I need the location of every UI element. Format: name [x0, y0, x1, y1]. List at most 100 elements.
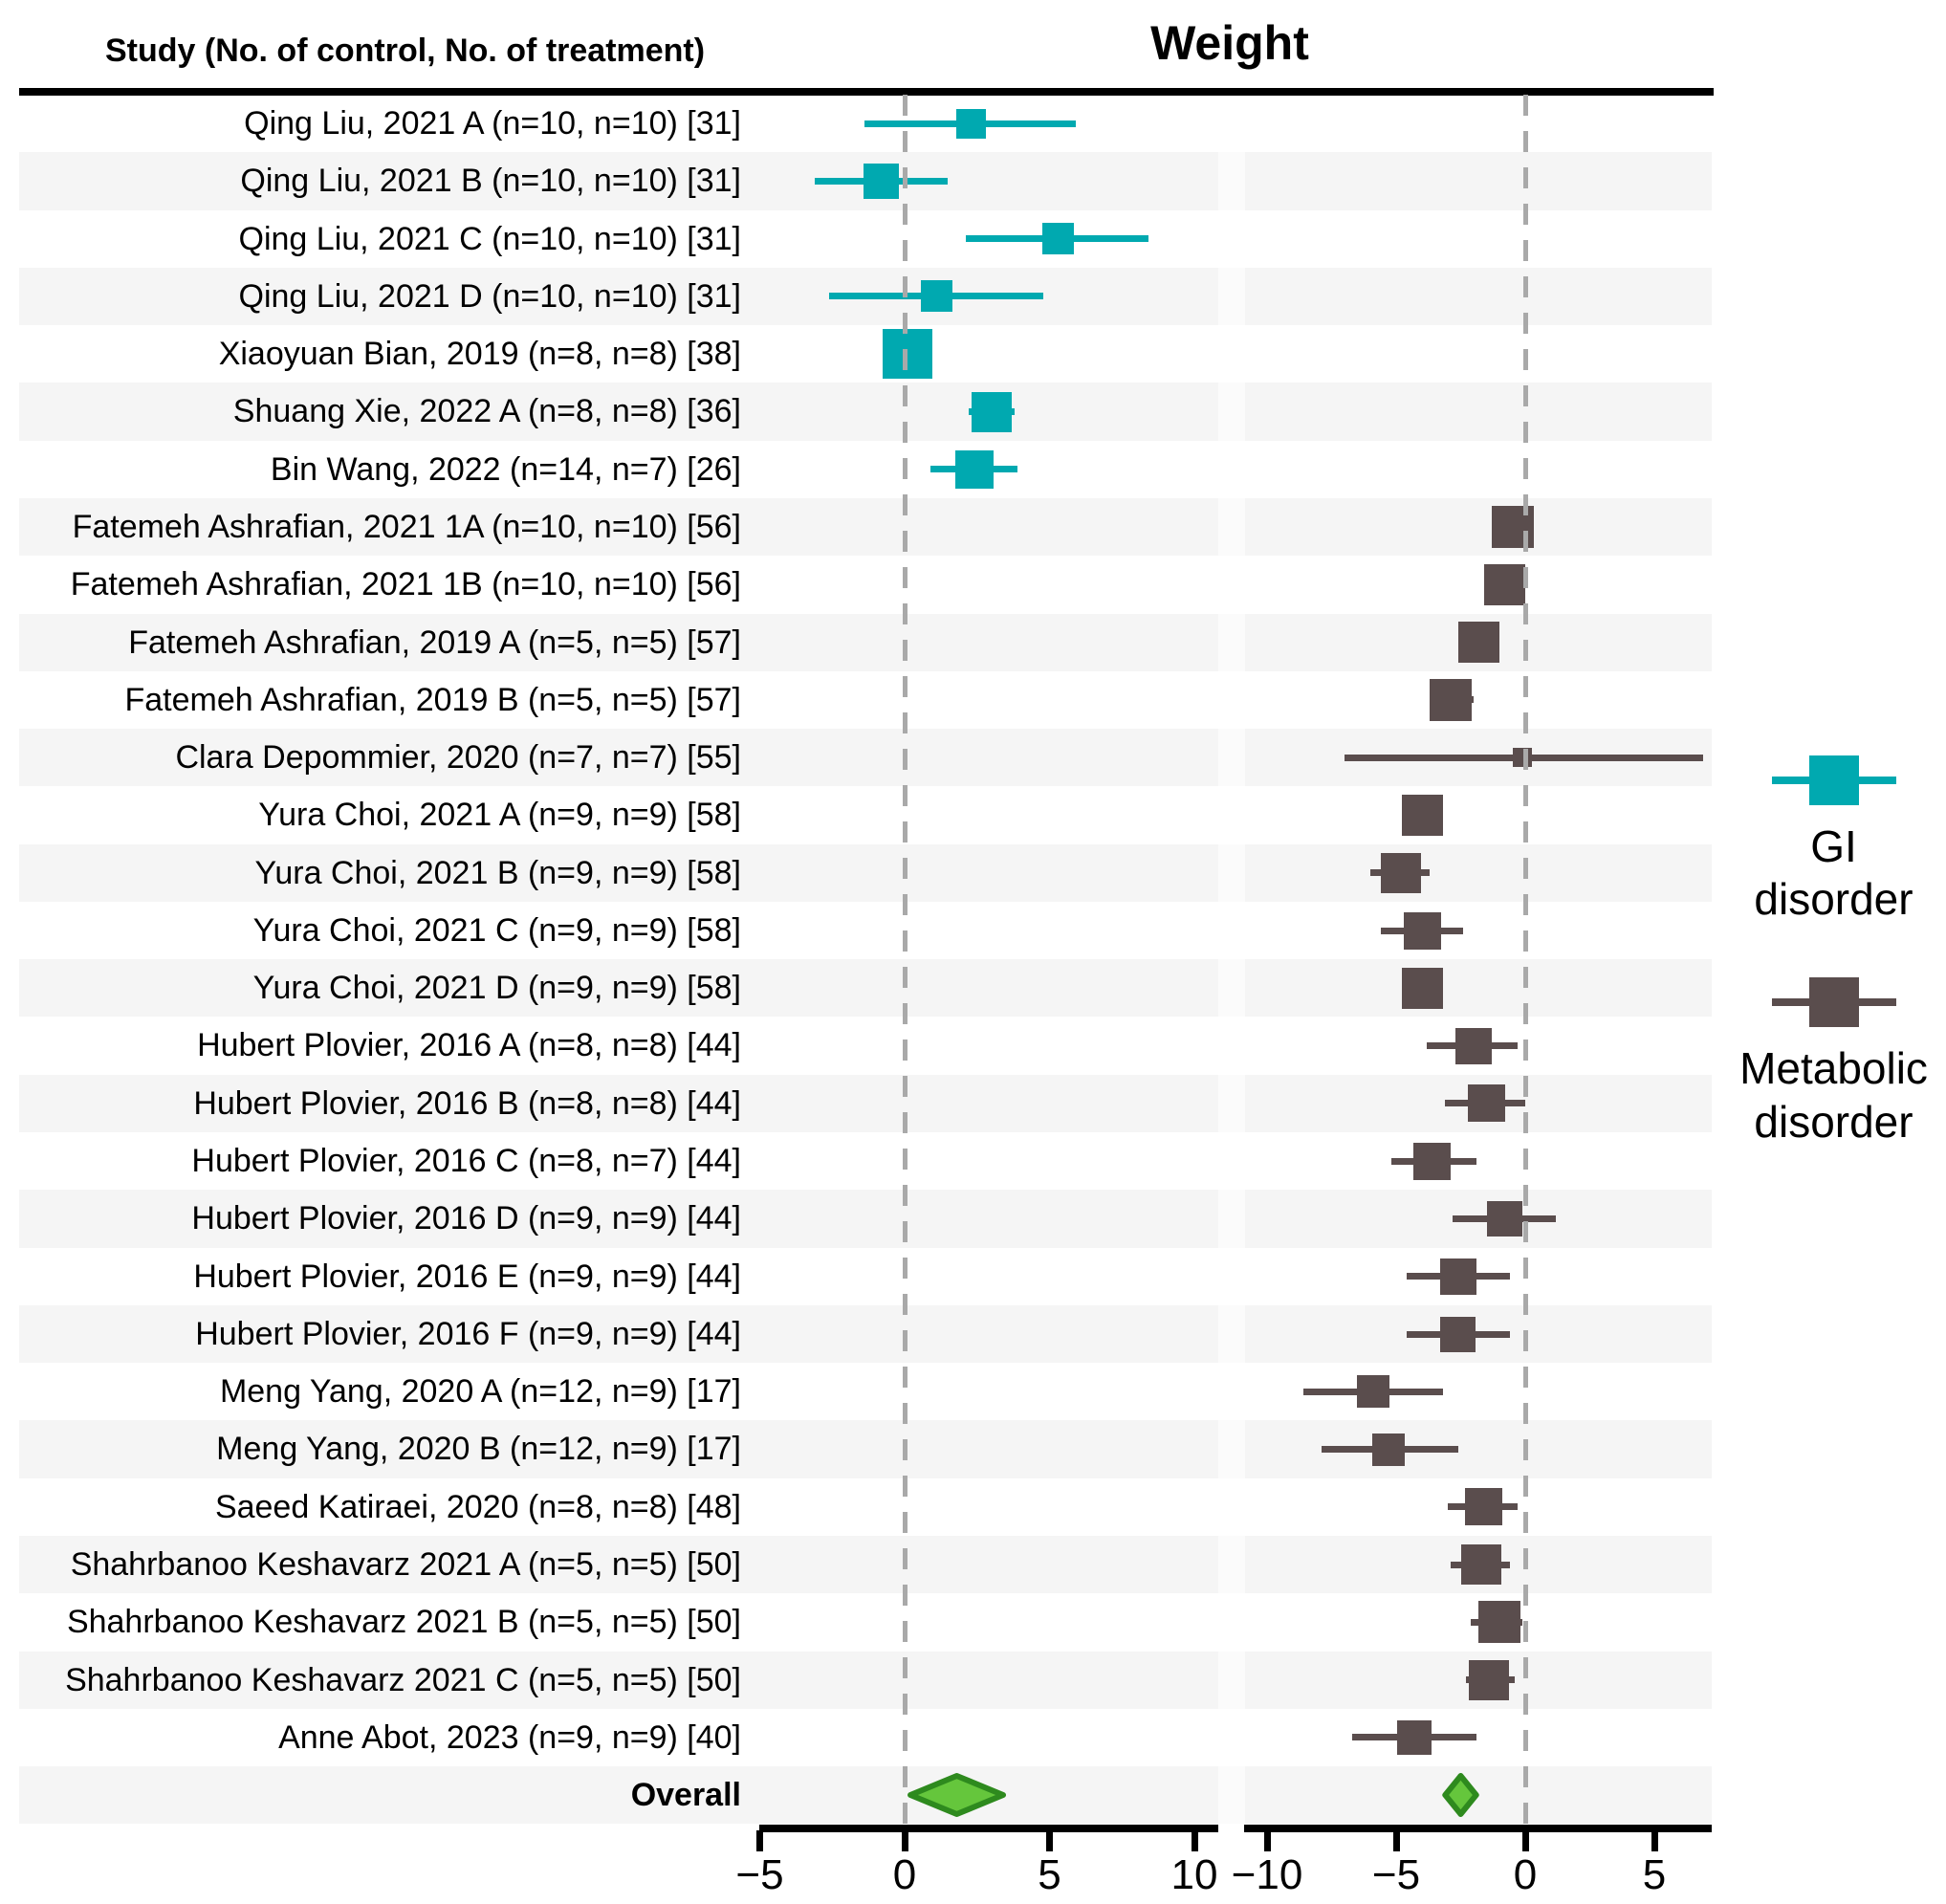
row-stripe-gap [1218, 497, 1245, 557]
effect-square [1483, 563, 1525, 605]
study-row-label: Fatemeh Ashrafian, 2019 B (n=5, n=5) [57… [124, 681, 741, 718]
axis-tick-label: 0 [1513, 1851, 1538, 1898]
row-stripe-gap [1218, 843, 1245, 902]
study-row-label: Yura Choi, 2021 C (n=9, n=9) [58] [252, 911, 741, 949]
metabolic-disorder-marker-icon [1771, 975, 1896, 1029]
axis-tick [1191, 1830, 1198, 1851]
zero-line-panel-1 [1522, 95, 1528, 1824]
row-stripe-gap [1218, 729, 1245, 787]
legend-entry-gi: GI disorder [1721, 754, 1946, 926]
study-row-label: Meng Yang, 2020 A (n=12, n=9) [17] [219, 1373, 741, 1411]
study-row-label: Qing Liu, 2021 D (n=10, n=10) [31] [238, 277, 741, 315]
axis-tick [756, 1830, 763, 1851]
study-row-label: Hubert Plovier, 2016 E (n=9, n=9) [44] [193, 1258, 741, 1295]
row-stripe [19, 1651, 1218, 1709]
effect-square [956, 108, 987, 139]
row-stripe [1245, 497, 1712, 557]
overall-diamond-metabolic [1442, 1773, 1479, 1818]
effect-square [1440, 1316, 1476, 1352]
effect-square [1413, 1142, 1452, 1180]
axis-tick-label: 5 [1038, 1851, 1061, 1898]
row-stripe [19, 152, 1218, 210]
effect-square [1439, 1258, 1476, 1295]
study-row-label: Saeed Katiraei, 2020 (n=8, n=8) [48] [214, 1488, 741, 1525]
study-row-label: Shahrbanoo Keshavarz 2021 B (n=5, n=5) [… [66, 1604, 741, 1641]
row-stripe [19, 1074, 1218, 1133]
axis-line-panel-1 [1244, 1825, 1712, 1832]
row-stripe [19, 1536, 1218, 1594]
effect-square [1486, 1200, 1522, 1237]
row-stripe [1245, 152, 1712, 210]
row-stripe-gap [1218, 1304, 1245, 1364]
row-stripe-gap [1218, 152, 1245, 210]
axis-tick-label: 5 [1642, 1851, 1667, 1898]
axis-tick-label: 0 [892, 1851, 917, 1898]
axis-tick-label: −10 [1231, 1851, 1303, 1898]
effect-square [920, 280, 952, 313]
study-row-label: Bin Wang, 2022 (n=14, n=7) [26] [270, 450, 741, 488]
effect-square [883, 329, 933, 380]
study-column-header: Study (No. of control, No. of treatment) [105, 33, 706, 69]
study-row-label: Hubert Plovier, 2016 F (n=9, n=9) [44] [195, 1315, 741, 1352]
chart-title: Weight [1150, 16, 1309, 70]
effect-square [1042, 223, 1075, 255]
legend-entry-metabolic: Metabolic disorder [1721, 975, 1946, 1148]
study-row-label: Anne Abot, 2023 (n=9, n=9) [40] [278, 1718, 741, 1756]
gi-disorder-marker-icon [1771, 754, 1896, 807]
study-row-label: Fatemeh Ashrafian, 2021 1B (n=10, n=10) … [70, 566, 741, 603]
row-stripe [19, 729, 1218, 787]
effect-square [1465, 1488, 1503, 1526]
effect-square [1478, 1601, 1520, 1644]
effect-square [971, 391, 1012, 432]
effect-square [1468, 1084, 1505, 1123]
study-row-label: Fatemeh Ashrafian, 2019 A (n=5, n=5) [57… [128, 624, 741, 661]
effect-square [1461, 1544, 1502, 1586]
effect-square [1469, 1659, 1510, 1700]
overall-diamond-gi [907, 1773, 1007, 1818]
effect-square [1429, 678, 1472, 721]
row-stripe-gap [1218, 1190, 1245, 1248]
row-stripe-gap [1218, 613, 1245, 671]
axis-tick [1651, 1830, 1658, 1851]
effect-square [1401, 967, 1443, 1009]
row-stripe-gap [1218, 1420, 1245, 1478]
row-stripe [19, 1304, 1218, 1364]
axis-tick-label: −5 [1371, 1851, 1421, 1898]
study-row-label: Shuang Xie, 2022 A (n=8, n=8) [36] [232, 393, 741, 430]
study-row-label: Shahrbanoo Keshavarz 2021 A (n=5, n=5) [… [70, 1546, 741, 1583]
row-stripe-gap [1218, 383, 1245, 441]
row-stripe [19, 1766, 1218, 1825]
study-row-label: Qing Liu, 2021 A (n=10, n=10) [31] [244, 105, 741, 142]
legend-label-metabolic: Metabolic disorder [1739, 1043, 1928, 1147]
header-rule [19, 88, 1714, 96]
study-row-label: Meng Yang, 2020 B (n=12, n=9) [17] [216, 1431, 741, 1468]
row-stripe [1245, 1420, 1712, 1478]
effect-square [1381, 852, 1422, 893]
study-row-label: Hubert Plovier, 2016 C (n=8, n=7) [44] [191, 1143, 741, 1180]
effect-square [1396, 1719, 1432, 1755]
axis-tick [1521, 1830, 1529, 1851]
row-stripe [1245, 843, 1712, 902]
study-row-label: Yura Choi, 2021 A (n=9, n=9) [58] [258, 797, 741, 834]
study-row-label: Hubert Plovier, 2016 D (n=9, n=9) [44] [191, 1200, 741, 1237]
study-row-label: Fatemeh Ashrafian, 2021 1A (n=10, n=10) … [72, 508, 741, 545]
study-row-label: Clara Depommier, 2020 (n=7, n=7) [55] [175, 739, 741, 777]
legend-label-gi: GI disorder [1754, 821, 1913, 925]
row-stripe-gap [1218, 1074, 1245, 1133]
axis-tick-label: 10 [1170, 1851, 1218, 1898]
overall-row-label: Overall [630, 1777, 741, 1814]
axis-tick [1046, 1830, 1053, 1851]
row-stripe [19, 383, 1218, 441]
effect-square [1457, 622, 1499, 664]
effect-square [1371, 1433, 1405, 1466]
row-stripe-gap [1218, 959, 1245, 1018]
row-stripe [1245, 267, 1712, 326]
axis-tick [901, 1830, 908, 1851]
row-stripe [19, 1190, 1218, 1248]
axis-tick [1392, 1830, 1400, 1851]
study-row-label: Hubert Plovier, 2016 A (n=8, n=8) [44] [197, 1027, 741, 1064]
effect-square [864, 163, 900, 199]
axis-line-panel-0 [759, 1825, 1218, 1832]
legend: GI disorder Metabolic disorder [1721, 754, 1946, 1198]
axis-tick [1263, 1830, 1271, 1851]
